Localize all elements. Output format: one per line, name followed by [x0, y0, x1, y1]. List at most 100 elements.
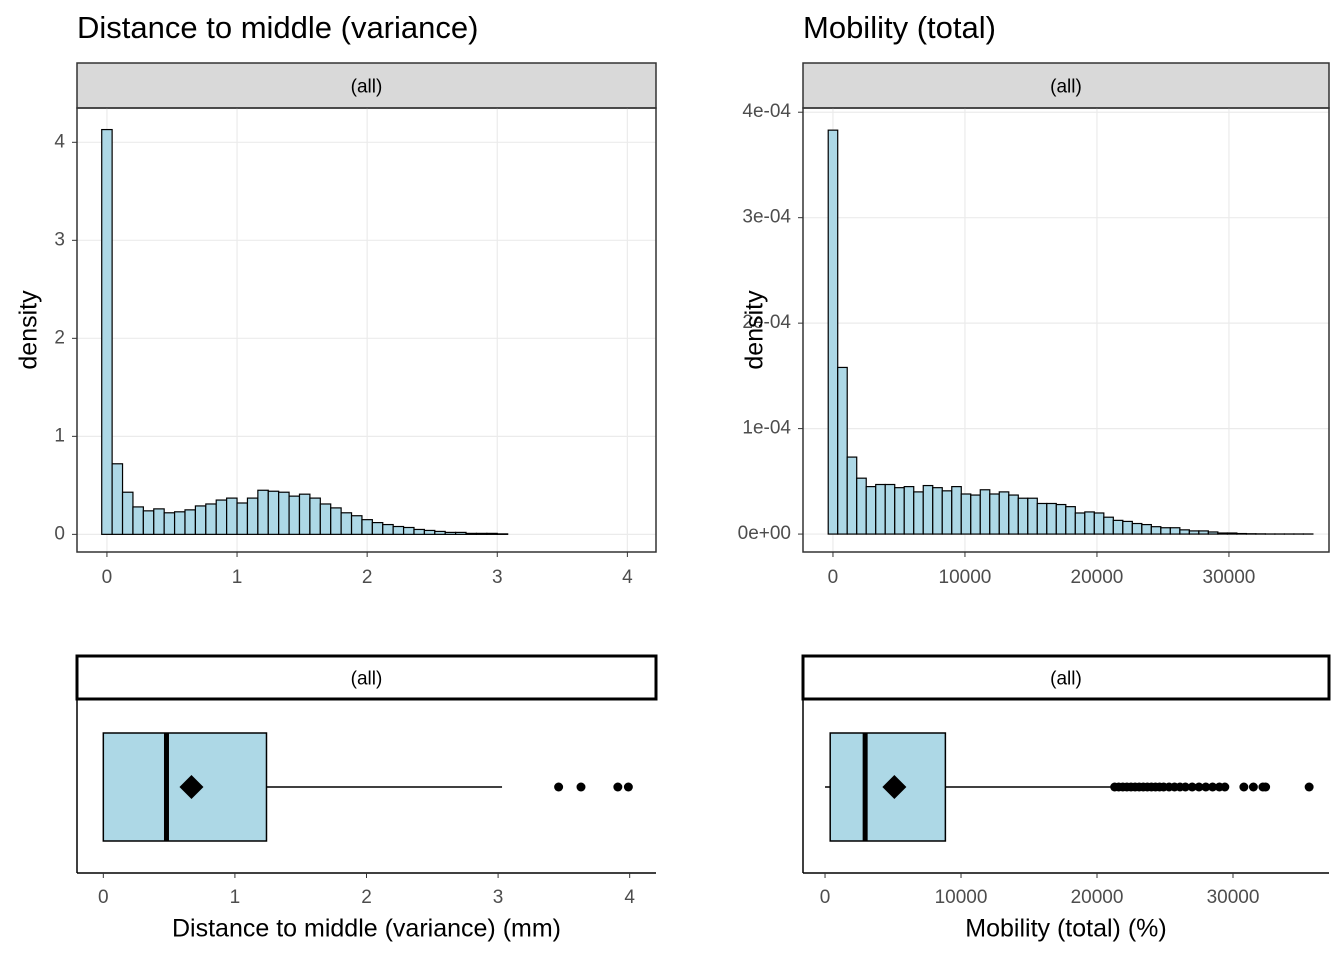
- bar: [330, 507, 342, 535]
- x-tick-label: 0: [102, 567, 113, 588]
- bar: [392, 525, 405, 535]
- outlier: [1261, 782, 1271, 792]
- outlier: [1180, 782, 1190, 792]
- bar: [922, 484, 934, 535]
- x-tick-label: 30000: [1203, 567, 1256, 588]
- bar: [434, 530, 446, 535]
- x-tick-label: 1: [230, 887, 241, 908]
- panel-border: [802, 107, 1330, 553]
- x-tick-label: 3: [493, 887, 504, 908]
- y-tick-label: 2e-04: [742, 312, 791, 333]
- bar: [1226, 532, 1238, 535]
- bar: [121, 491, 134, 535]
- bar: [1103, 516, 1114, 535]
- outlier: [1239, 782, 1249, 792]
- bar: [142, 510, 155, 535]
- bar: [1008, 494, 1019, 535]
- bar: [1207, 531, 1219, 535]
- bar: [455, 531, 467, 535]
- bar: [894, 487, 905, 535]
- bar: [1122, 520, 1133, 535]
- mean-marker: [179, 775, 204, 799]
- bar: [1036, 502, 1048, 535]
- bar: [1065, 506, 1076, 535]
- bar: [184, 509, 197, 535]
- outlier: [1194, 782, 1204, 792]
- y-tick-label: 4e-04: [742, 101, 791, 122]
- mean-marker: [882, 775, 907, 799]
- strip-background: [802, 62, 1330, 109]
- x-tick-label: 0: [820, 887, 831, 908]
- bar: [361, 519, 373, 535]
- panel-border: [76, 107, 657, 553]
- x-tick-label: 2: [362, 567, 373, 588]
- strip-label: (all): [1050, 669, 1082, 690]
- x-axis-title: Mobility (total) (%): [965, 915, 1166, 943]
- outlier: [554, 782, 564, 792]
- bar: [875, 483, 886, 535]
- bar: [1112, 519, 1124, 535]
- bar: [371, 521, 384, 535]
- bar: [1017, 497, 1029, 535]
- outlier: [576, 782, 586, 792]
- bar: [319, 503, 332, 535]
- y-tick-label: 1e-04: [742, 418, 791, 439]
- bar: [173, 511, 186, 535]
- bar: [309, 497, 321, 535]
- x-tick-label: 4: [622, 567, 633, 588]
- bar: [932, 487, 943, 535]
- bar: [246, 497, 259, 535]
- bar: [1179, 529, 1190, 535]
- bar: [856, 477, 867, 535]
- x-tick-label: 2: [361, 887, 372, 908]
- strip-label: (all): [351, 669, 383, 690]
- strip-label: (all): [1050, 77, 1082, 98]
- x-tick-label: 0: [98, 887, 109, 908]
- x-tick-label: 1: [232, 567, 243, 588]
- bar: [111, 463, 124, 535]
- bar: [1055, 503, 1067, 535]
- y-axis-title: density: [741, 290, 769, 370]
- outlier: [1187, 782, 1197, 792]
- bar: [205, 503, 217, 535]
- x-tick-label: 20000: [1071, 887, 1124, 908]
- bar: [236, 502, 249, 535]
- bar: [865, 486, 877, 535]
- outlier: [613, 782, 623, 792]
- bar: [475, 532, 488, 535]
- bar: [101, 128, 113, 535]
- outlier: [1304, 782, 1314, 792]
- bar: [278, 491, 290, 535]
- bar: [1046, 502, 1057, 535]
- bar: [941, 490, 953, 535]
- bar: [1198, 530, 1209, 535]
- x-tick-label: 20000: [1071, 567, 1124, 588]
- bar: [402, 526, 415, 535]
- bar: [1160, 527, 1171, 535]
- bar: [979, 489, 991, 535]
- bar: [267, 490, 280, 535]
- x-tick-label: 30000: [1207, 887, 1260, 908]
- bar: [1084, 511, 1095, 535]
- bar: [226, 497, 238, 535]
- bar: [423, 529, 436, 535]
- x-tick-label: 0: [828, 567, 839, 588]
- bar: [951, 486, 962, 535]
- bar: [1217, 532, 1228, 535]
- bar: [1236, 532, 1247, 535]
- strip-label: (all): [351, 77, 383, 98]
- y-tick-label: 1: [54, 425, 65, 446]
- bar: [382, 523, 394, 535]
- outlier: [623, 782, 633, 792]
- bar: [257, 489, 269, 535]
- bar: [153, 508, 165, 535]
- bar: [960, 493, 972, 535]
- bar: [989, 493, 1000, 535]
- panel-title: Mobility (total): [803, 10, 996, 45]
- bar: [913, 491, 924, 535]
- bar: [884, 483, 896, 535]
- bar: [1141, 523, 1152, 535]
- outlier: [1248, 782, 1258, 792]
- bar: [1188, 530, 1200, 535]
